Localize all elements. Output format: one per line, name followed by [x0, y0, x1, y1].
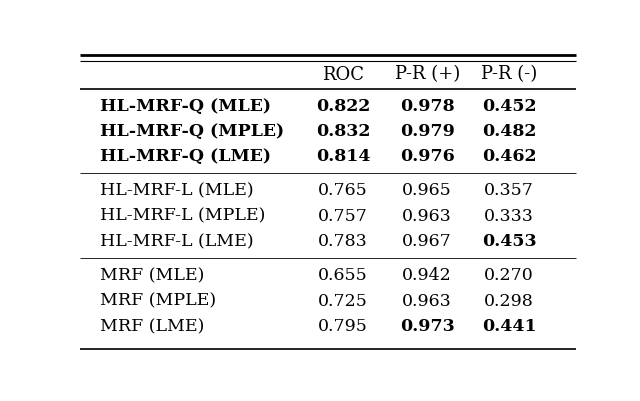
Text: 0.333: 0.333 [484, 207, 534, 224]
Text: 0.967: 0.967 [403, 233, 452, 249]
Text: P-R (-): P-R (-) [481, 65, 537, 83]
Text: 0.725: 0.725 [318, 292, 368, 309]
Text: 0.462: 0.462 [482, 148, 536, 165]
Text: 0.795: 0.795 [318, 317, 368, 334]
Text: 0.942: 0.942 [403, 267, 452, 284]
Text: 0.832: 0.832 [316, 123, 370, 140]
Text: 0.963: 0.963 [403, 207, 452, 224]
Text: HL-MRF-Q (MLE): HL-MRF-Q (MLE) [100, 97, 271, 114]
Text: P-R (+): P-R (+) [395, 65, 460, 83]
Text: MRF (MLE): MRF (MLE) [100, 267, 204, 284]
Text: HL-MRF-L (LME): HL-MRF-L (LME) [100, 233, 253, 249]
Text: 0.357: 0.357 [484, 182, 534, 199]
Text: 0.765: 0.765 [318, 182, 368, 199]
Text: 0.979: 0.979 [400, 123, 454, 140]
Text: 0.973: 0.973 [400, 317, 454, 334]
Text: ROC: ROC [322, 65, 364, 83]
Text: 0.441: 0.441 [482, 317, 536, 334]
Text: 0.963: 0.963 [403, 292, 452, 309]
Text: 0.783: 0.783 [318, 233, 368, 249]
Text: 0.655: 0.655 [318, 267, 368, 284]
Text: HL-MRF-Q (MPLE): HL-MRF-Q (MPLE) [100, 123, 284, 140]
Text: 0.453: 0.453 [482, 233, 536, 249]
Text: 0.978: 0.978 [400, 97, 454, 114]
Text: MRF (LME): MRF (LME) [100, 317, 204, 334]
Text: HL-MRF-Q (LME): HL-MRF-Q (LME) [100, 148, 271, 165]
Text: 0.270: 0.270 [484, 267, 534, 284]
Text: HL-MRF-L (MPLE): HL-MRF-L (MPLE) [100, 207, 265, 224]
Text: 0.814: 0.814 [316, 148, 370, 165]
Text: 0.298: 0.298 [484, 292, 534, 309]
Text: MRF (MPLE): MRF (MPLE) [100, 292, 216, 309]
Text: 0.822: 0.822 [316, 97, 370, 114]
Text: 0.757: 0.757 [318, 207, 368, 224]
Text: 0.965: 0.965 [403, 182, 452, 199]
Text: 0.976: 0.976 [400, 148, 454, 165]
Text: HL-MRF-L (MLE): HL-MRF-L (MLE) [100, 182, 253, 199]
Text: 0.452: 0.452 [482, 97, 536, 114]
Text: 0.482: 0.482 [482, 123, 536, 140]
